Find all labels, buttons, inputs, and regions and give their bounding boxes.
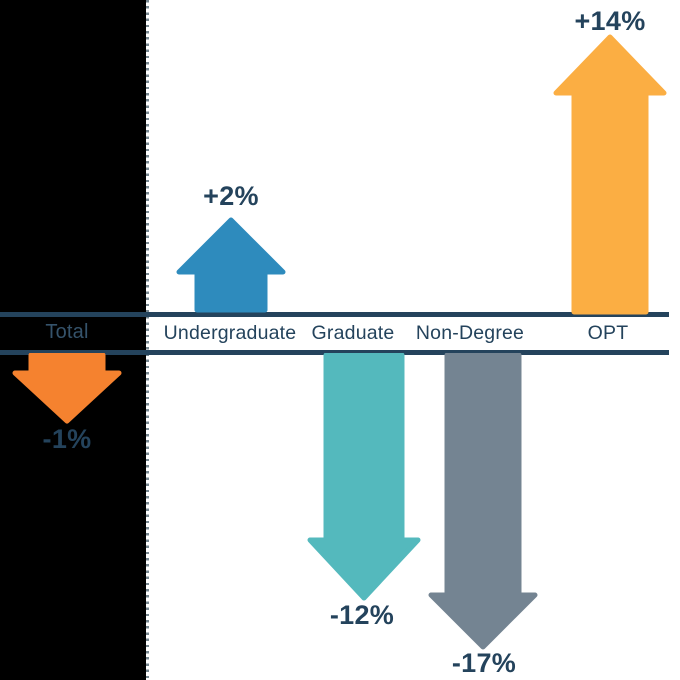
- graduate-down-arrow: [307, 353, 421, 602]
- total-panel-background: [0, 0, 146, 680]
- category-label-graduate: Graduate: [311, 322, 395, 344]
- non-degree-value: -17%: [451, 648, 517, 678]
- total-down-arrow: [12, 353, 122, 426]
- band-line-top: [0, 312, 669, 317]
- dotted-divider-line: [146, 0, 149, 680]
- opt-up-arrow: [553, 33, 667, 316]
- category-label-non-degree: Non-Degree: [415, 322, 525, 344]
- category-label-opt: OPT: [587, 322, 629, 344]
- opt-value: +14%: [574, 6, 646, 36]
- undergraduate-value: +2%: [203, 181, 259, 211]
- graduate-value: -12%: [329, 600, 395, 630]
- non-degree-down-arrow: [428, 353, 538, 650]
- category-label-total: Total: [45, 321, 89, 343]
- total-value: -1%: [42, 424, 92, 454]
- undergraduate-up-arrow: [176, 216, 286, 313]
- category-label-undergraduate: Undergraduate: [163, 322, 297, 344]
